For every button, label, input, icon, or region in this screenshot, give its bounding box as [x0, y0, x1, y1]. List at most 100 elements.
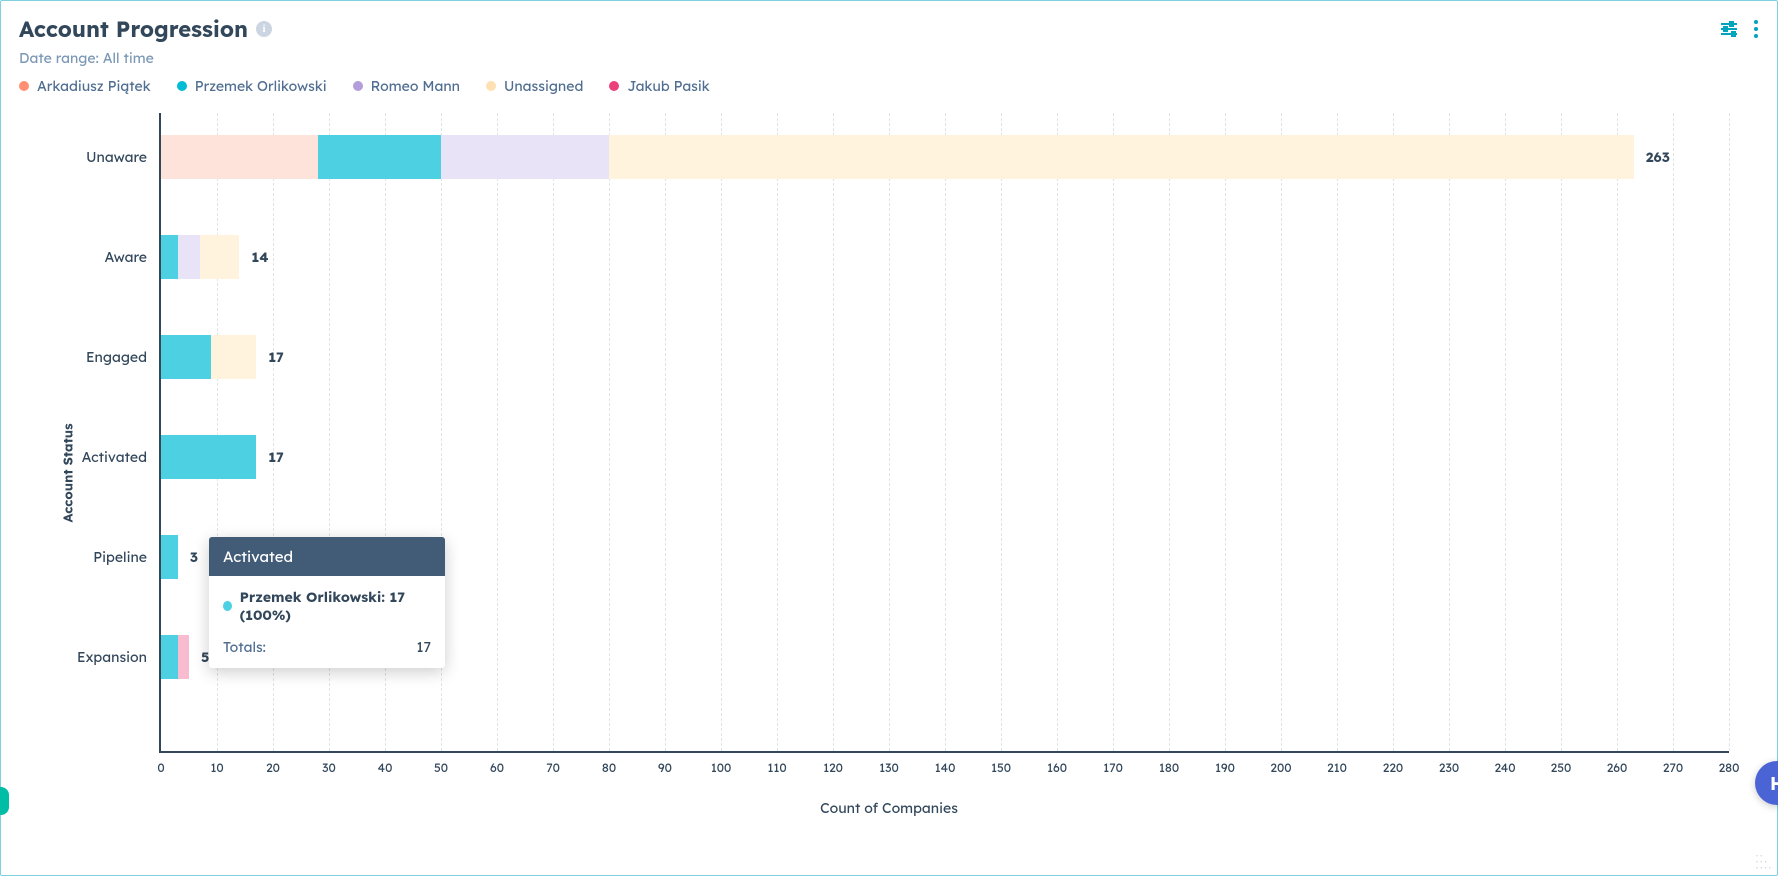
- bar-total-label: 17: [268, 348, 284, 366]
- tooltip-totals-value: 17: [416, 638, 431, 656]
- legend-item[interactable]: Unassigned: [486, 77, 583, 95]
- x-axis-title: Count of Companies: [820, 799, 958, 817]
- x-tick-label: 210: [1327, 760, 1347, 775]
- category-label: Expansion: [77, 648, 147, 666]
- x-tick-label: 170: [1103, 760, 1123, 775]
- bar-segment[interactable]: [318, 135, 441, 179]
- legend-item[interactable]: Romeo Mann: [353, 77, 460, 95]
- bar-segment[interactable]: [161, 535, 178, 579]
- grid-line: [1057, 113, 1058, 751]
- x-tick-label: 0: [157, 760, 164, 775]
- grid-line: [553, 113, 554, 751]
- x-tick-label: 160: [1047, 760, 1067, 775]
- bar-segment[interactable]: [161, 135, 318, 179]
- grid-line: [1169, 113, 1170, 751]
- legend-item[interactable]: Arkadiusz Piątek: [19, 77, 151, 95]
- bar-row: [161, 235, 239, 279]
- tooltip-series-row: Przemek Orlikowski: 17 (100%): [223, 588, 431, 624]
- legend-label: Jakub Pasik: [627, 77, 709, 95]
- grid-line: [1505, 113, 1506, 751]
- x-tick-label: 40: [378, 760, 393, 775]
- chart-area: Account Status 0102030405060708090100110…: [19, 113, 1759, 833]
- tooltip-totals-row: Totals: 17: [223, 638, 431, 656]
- legend: Arkadiusz Piątek Przemek Orlikowski Romeo …: [19, 77, 1759, 95]
- x-tick-label: 200: [1270, 760, 1291, 775]
- bar-total-label: 263: [1646, 148, 1670, 166]
- x-tick-label: 180: [1159, 760, 1179, 775]
- legend-swatch: [486, 81, 496, 91]
- card-actions: [1719, 19, 1759, 39]
- x-tick-label: 240: [1494, 760, 1515, 775]
- bar-segment[interactable]: [161, 635, 178, 679]
- x-tick-label: 70: [546, 760, 560, 775]
- chart-card: Account Progression i Date range: All ti…: [0, 0, 1778, 876]
- legend-item[interactable]: Przemek Orlikowski: [177, 77, 327, 95]
- grid-line: [721, 113, 722, 751]
- grid-line: [1617, 113, 1618, 751]
- tooltip-body: Przemek Orlikowski: 17 (100%) Totals: 17: [209, 576, 445, 668]
- page-title: Account Progression: [19, 15, 248, 43]
- category-label: Unaware: [86, 148, 147, 166]
- x-tick-label: 60: [490, 760, 504, 775]
- legend-swatch: [353, 81, 363, 91]
- bar-row: [161, 435, 256, 479]
- info-icon[interactable]: i: [256, 21, 272, 37]
- legend-swatch: [19, 81, 29, 91]
- x-tick-label: 250: [1551, 760, 1572, 775]
- grid-line: [945, 113, 946, 751]
- title-wrap: Account Progression i: [19, 15, 272, 43]
- x-tick-label: 270: [1663, 760, 1683, 775]
- x-tick-label: 190: [1215, 760, 1235, 775]
- bar-segment[interactable]: [200, 235, 239, 279]
- x-tick-label: 50: [434, 760, 448, 775]
- grid-line: [1561, 113, 1562, 751]
- resize-handle-icon[interactable]: ·········: [1756, 853, 1773, 871]
- bar-total-label: 17: [268, 448, 284, 466]
- grid-line: [609, 113, 610, 751]
- bar-row: [161, 335, 256, 379]
- grid-line: [1449, 113, 1450, 751]
- bar-segment[interactable]: [161, 235, 178, 279]
- bar-segment[interactable]: [211, 335, 256, 379]
- legend-label: Przemek Orlikowski: [195, 77, 327, 95]
- filter-icon[interactable]: [1719, 19, 1739, 39]
- more-menu-icon[interactable]: [1753, 19, 1759, 39]
- x-tick-label: 230: [1439, 760, 1459, 775]
- left-edge-pill: [0, 787, 9, 815]
- bar-segment[interactable]: [609, 135, 1634, 179]
- x-tick-label: 150: [991, 760, 1011, 775]
- x-tick-label: 30: [322, 760, 336, 775]
- x-tick-label: 130: [879, 760, 899, 775]
- tooltip-series-text: Przemek Orlikowski: 17 (100%): [240, 588, 431, 624]
- bar-segment[interactable]: [178, 635, 189, 679]
- legend-item[interactable]: Jakub Pasik: [609, 77, 709, 95]
- date-range-label: Date range: All time: [19, 49, 1759, 67]
- grid-line: [833, 113, 834, 751]
- bar-segment[interactable]: [161, 435, 256, 479]
- grid-line: [777, 113, 778, 751]
- x-tick-label: 260: [1607, 760, 1628, 775]
- legend-swatch: [609, 81, 619, 91]
- x-tick-label: 110: [767, 760, 786, 775]
- grid-line: [497, 113, 498, 751]
- bar-total-label: 3: [190, 548, 198, 566]
- grid-line: [665, 113, 666, 751]
- grid-line: [1281, 113, 1282, 751]
- bar-row: [161, 535, 178, 579]
- grid-line: [889, 113, 890, 751]
- tooltip: Activated Przemek Orlikowski: 17 (100%) …: [209, 537, 445, 668]
- bar-row: [161, 635, 189, 679]
- card-header: Account Progression i: [19, 15, 1759, 43]
- bar-segment[interactable]: [178, 235, 200, 279]
- grid-line: [1001, 113, 1002, 751]
- x-tick-label: 90: [658, 760, 672, 775]
- grid-line: [1673, 113, 1674, 751]
- x-tick-label: 10: [210, 760, 223, 775]
- grid-line: [1337, 113, 1338, 751]
- bar-segment[interactable]: [161, 335, 211, 379]
- legend-swatch: [177, 81, 187, 91]
- bar-segment[interactable]: [441, 135, 609, 179]
- grid-line: [1393, 113, 1394, 751]
- bar-total-label: 14: [251, 248, 268, 266]
- tooltip-title: Activated: [209, 537, 445, 576]
